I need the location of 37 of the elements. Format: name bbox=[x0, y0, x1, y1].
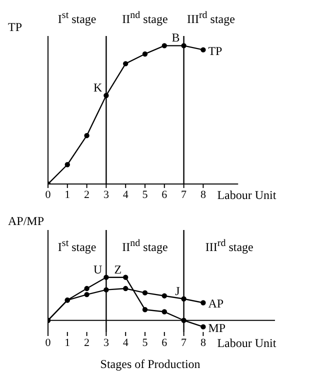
x-tick-label: 5 bbox=[142, 188, 148, 201]
x-tick-label: 8 bbox=[200, 336, 206, 349]
x-tick-label: 2 bbox=[84, 336, 90, 349]
text: II$^{nd}$ stage bbox=[121, 238, 169, 255]
x-tick-label: 7 bbox=[181, 188, 188, 201]
x-tick-label: 8 bbox=[200, 188, 206, 201]
text: Stages of Production bbox=[99, 357, 202, 372]
x-tick-label: 7 bbox=[181, 336, 188, 349]
x-tick-label: 5 bbox=[142, 336, 148, 349]
text: III$^{rd}$ stage bbox=[204, 238, 254, 255]
y-axis-title: TP bbox=[8, 20, 22, 35]
x-tick-label: 3 bbox=[103, 336, 110, 349]
y-axis-title: AP/MP bbox=[8, 214, 44, 229]
x-axis-title: Labour Unit bbox=[217, 188, 276, 203]
annotation: K bbox=[94, 80, 103, 94]
legend-label: MP bbox=[208, 320, 226, 335]
x-tick-label: 6 bbox=[162, 188, 168, 201]
x-tick-label: 1 bbox=[64, 188, 70, 201]
annotation: U bbox=[94, 262, 103, 276]
x-tick-label: 2 bbox=[84, 188, 90, 201]
annotation: J bbox=[175, 284, 180, 298]
annotation: Z bbox=[114, 262, 122, 276]
x-axis-title: Labour Unit bbox=[217, 336, 276, 351]
series-label: AP bbox=[208, 296, 224, 311]
x-tick-label: 3 bbox=[103, 188, 110, 201]
text: III$^{rd}$ stage bbox=[186, 10, 236, 27]
x-tick-label: 0 bbox=[45, 188, 52, 201]
x-tick-label: 4 bbox=[122, 188, 129, 201]
x-tick-label: 0 bbox=[45, 336, 52, 349]
text: II$^{nd}$ stage bbox=[122, 10, 168, 26]
x-tick-label: 6 bbox=[162, 336, 168, 349]
text: I$^{st}$ stage bbox=[56, 10, 98, 27]
annotation: B bbox=[172, 30, 180, 45]
series-label: TP bbox=[208, 44, 223, 58]
x-tick-label: 1 bbox=[64, 336, 70, 349]
text: I$^{st}$ stage bbox=[56, 238, 98, 255]
x-tick-label: 4 bbox=[122, 336, 129, 349]
